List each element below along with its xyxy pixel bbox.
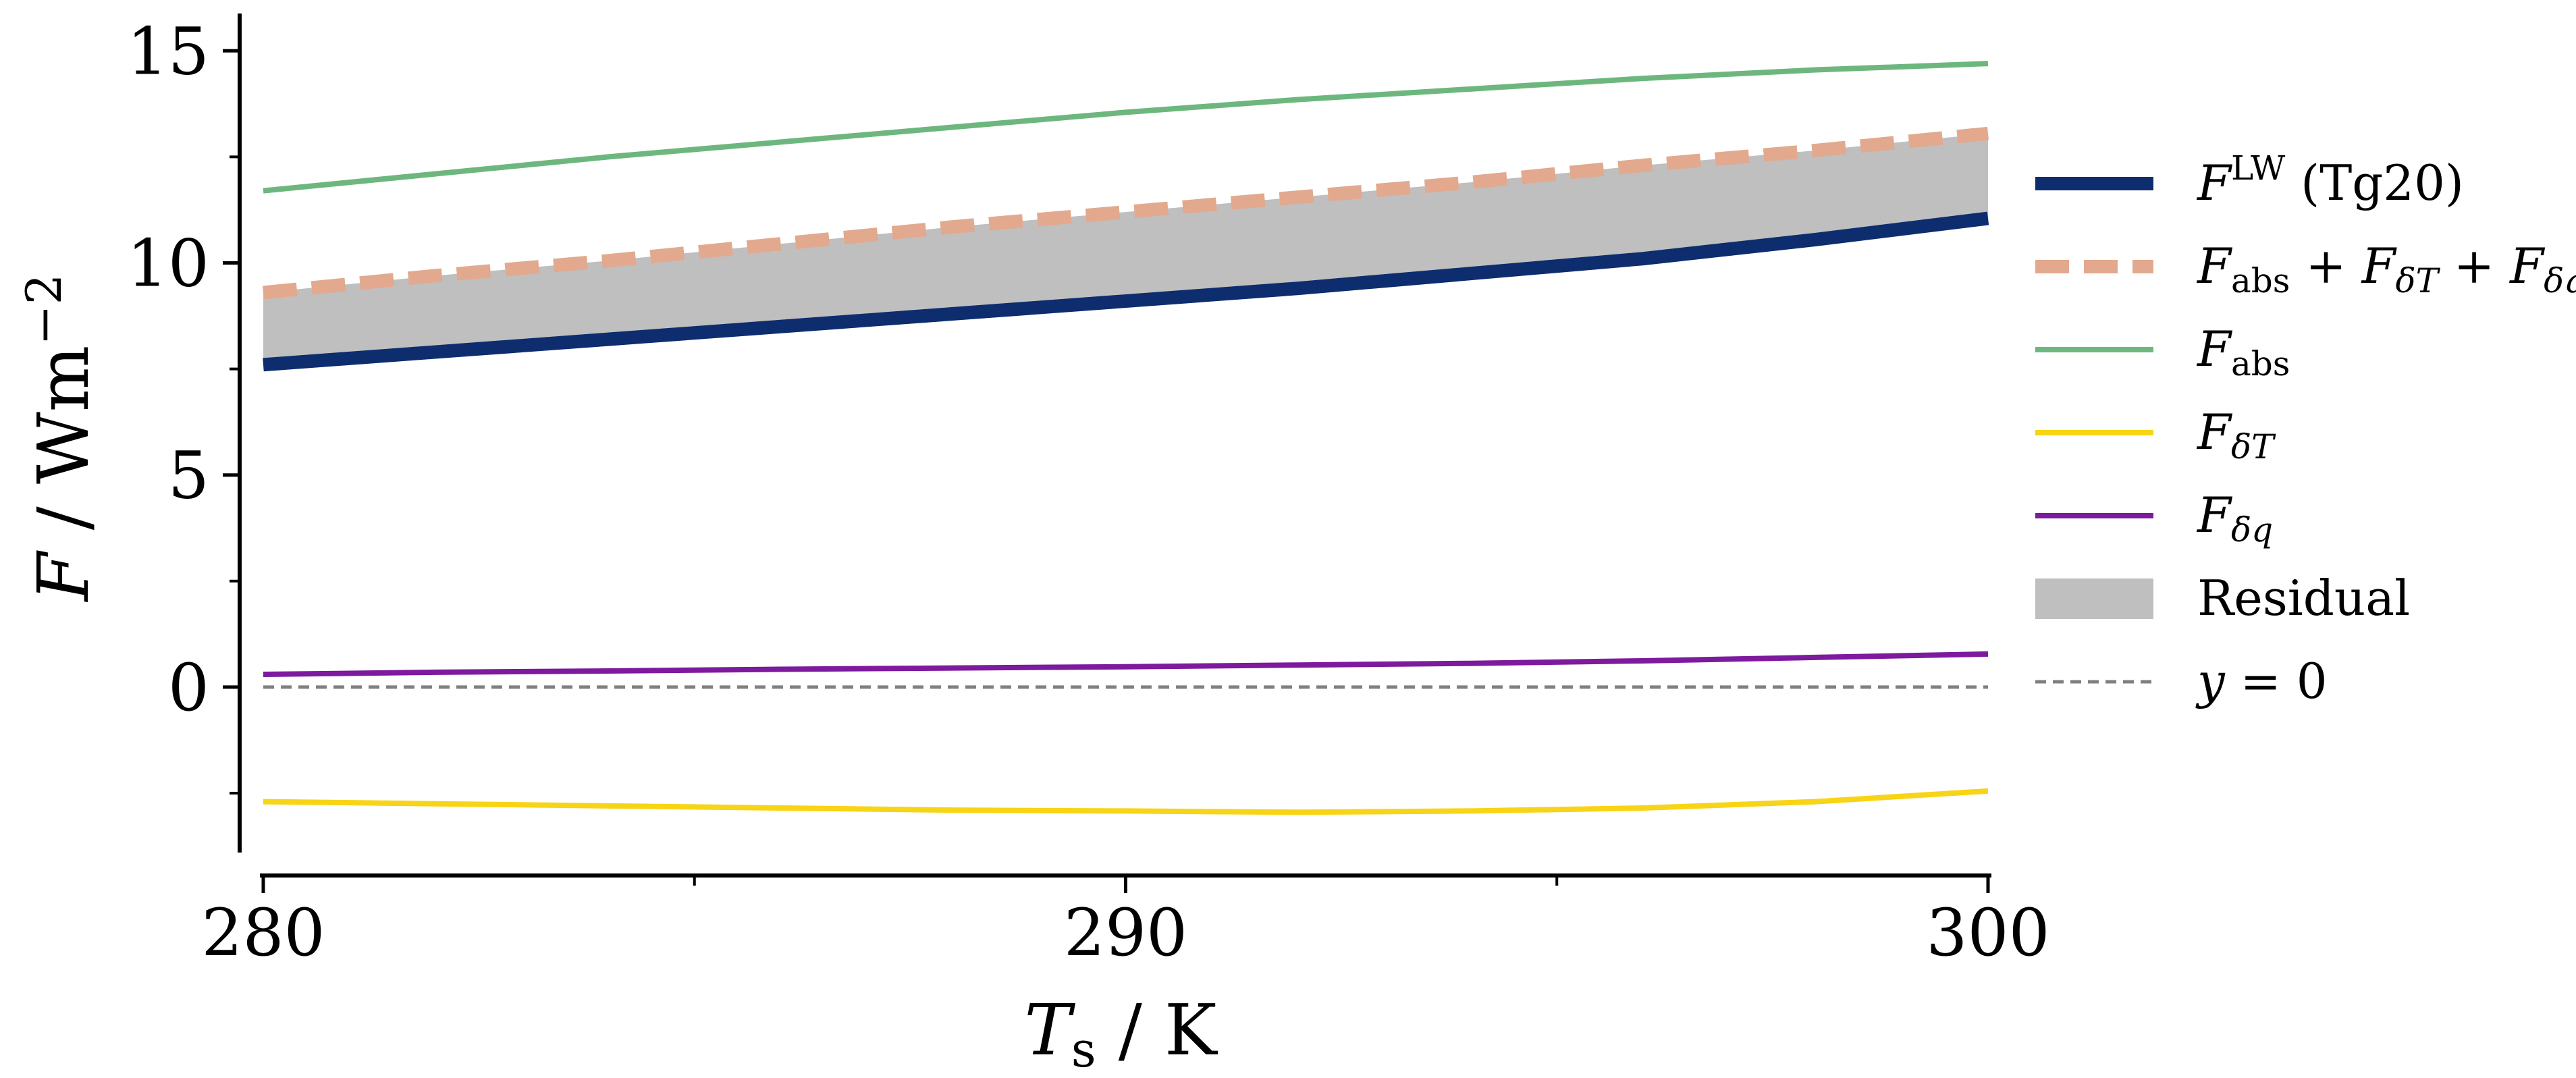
svg-text:Ts / K: Ts / K <box>1024 989 1218 1078</box>
axes: 0 5 10 15 280 290 300 <box>127 14 2050 971</box>
legend: FLW (Tg20) Fabs + FδT + Fδq Fabs FδT Fδq Resi… <box>2035 149 2576 709</box>
y-tick-label: 10 <box>127 225 209 301</box>
residual-area-group <box>263 133 1988 365</box>
x-axis-label: Ts / K <box>1024 989 1218 1078</box>
svg-text:F / Wm−2: F / Wm−2 <box>16 274 105 603</box>
legend-label-fabs: Fabs <box>2196 321 2290 383</box>
series-line-fdq <box>263 651 1989 678</box>
x-tick-label: 300 <box>1926 895 2049 971</box>
legend-label-zero: y = 0 <box>2195 653 2328 709</box>
legend-label-residual: Residual <box>2197 570 2410 626</box>
y-axis-label: F / Wm−2 <box>16 274 105 603</box>
x-tick-label: 280 <box>201 895 325 971</box>
legend-label-fdT: FδT <box>2196 404 2276 466</box>
residual-area <box>263 133 1988 365</box>
legend-label-fsum: Fabs + FδT + Fδq <box>2196 238 2576 300</box>
legend-label-fdq: Fδq <box>2196 487 2273 549</box>
series-line-flw <box>263 211 1989 372</box>
legend-label-flw: FLW (Tg20) <box>2196 149 2464 211</box>
y-tick-label: 15 <box>127 14 209 89</box>
series-line-fabs <box>263 61 1989 194</box>
x-tick-label: 290 <box>1064 895 1187 971</box>
y-tick-label: 5 <box>168 438 209 514</box>
y-tick-label: 0 <box>168 650 209 726</box>
series-lines <box>263 61 1989 815</box>
legend-swatch-residual <box>2035 578 2153 619</box>
series-line-fdT <box>263 788 1989 815</box>
